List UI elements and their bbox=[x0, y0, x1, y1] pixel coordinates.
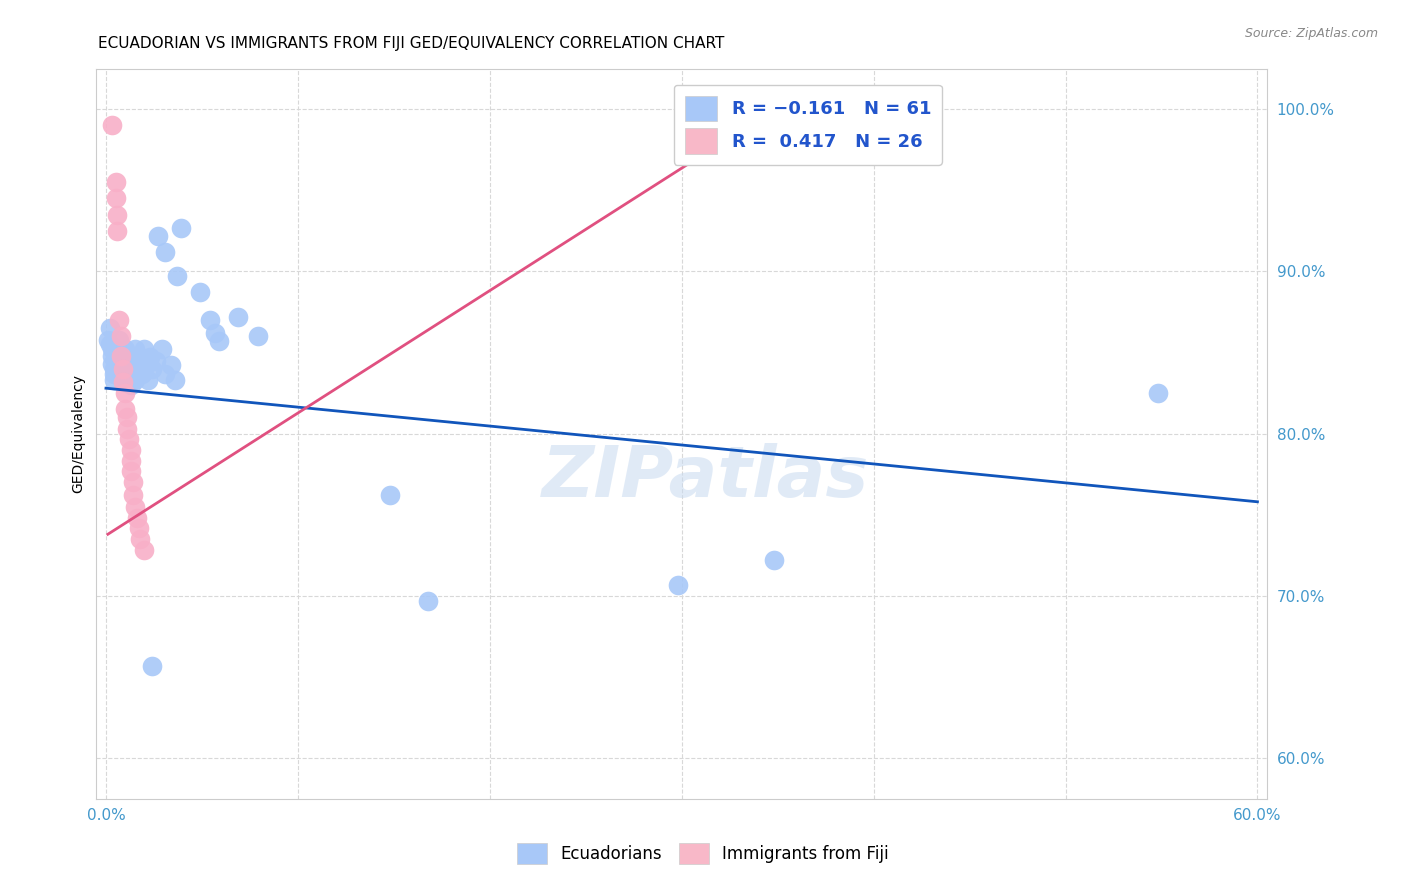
Point bbox=[121, 353, 143, 368]
Point bbox=[155, 244, 177, 259]
Point bbox=[107, 343, 129, 357]
Text: ECUADORIAN VS IMMIGRANTS FROM FIJI GED/EQUIVALENCY CORRELATION CHART: ECUADORIAN VS IMMIGRANTS FROM FIJI GED/E… bbox=[98, 36, 725, 51]
Point bbox=[228, 310, 250, 324]
Point bbox=[246, 329, 269, 343]
Point bbox=[124, 373, 146, 387]
Point bbox=[146, 228, 169, 243]
Point bbox=[103, 367, 125, 381]
Point bbox=[188, 285, 211, 300]
Point bbox=[103, 361, 125, 376]
Point bbox=[107, 361, 129, 376]
Point bbox=[115, 410, 138, 425]
Point bbox=[118, 359, 141, 373]
Point bbox=[118, 367, 141, 381]
Point bbox=[120, 442, 142, 457]
Point bbox=[112, 361, 135, 376]
Point bbox=[155, 367, 177, 381]
Point bbox=[112, 353, 135, 368]
Point bbox=[128, 521, 150, 535]
Point bbox=[128, 361, 150, 376]
Point bbox=[104, 357, 127, 371]
Point bbox=[108, 333, 131, 347]
Point bbox=[166, 269, 188, 284]
Point bbox=[114, 402, 136, 417]
Point bbox=[108, 313, 131, 327]
Point bbox=[100, 357, 122, 371]
Point bbox=[160, 359, 183, 373]
Point bbox=[114, 386, 136, 401]
Point bbox=[120, 454, 142, 468]
Point bbox=[98, 337, 121, 351]
Point bbox=[120, 378, 142, 392]
Point bbox=[145, 353, 167, 368]
Point bbox=[115, 351, 138, 365]
Point bbox=[100, 118, 122, 132]
Point bbox=[114, 373, 136, 387]
Point bbox=[110, 357, 132, 371]
Point bbox=[129, 532, 152, 546]
Point bbox=[198, 313, 221, 327]
Text: Source: ZipAtlas.com: Source: ZipAtlas.com bbox=[1244, 27, 1378, 40]
Point bbox=[121, 361, 143, 376]
Point bbox=[100, 343, 122, 357]
Point bbox=[107, 353, 129, 368]
Point bbox=[170, 220, 193, 235]
Point bbox=[104, 191, 127, 205]
Point bbox=[128, 351, 150, 365]
Point bbox=[131, 367, 153, 381]
Point bbox=[124, 343, 146, 357]
Point bbox=[125, 511, 148, 525]
Point bbox=[118, 432, 141, 446]
Point bbox=[104, 367, 127, 381]
Point bbox=[110, 349, 132, 363]
Point bbox=[107, 224, 129, 238]
Point bbox=[114, 343, 136, 357]
Point bbox=[378, 488, 401, 502]
Point bbox=[115, 422, 138, 436]
Point bbox=[124, 500, 146, 514]
Point bbox=[112, 375, 135, 389]
Point bbox=[104, 349, 127, 363]
Point bbox=[121, 475, 143, 490]
Point bbox=[139, 351, 162, 365]
Y-axis label: GED/Equivalency: GED/Equivalency bbox=[72, 374, 86, 493]
Point bbox=[135, 359, 157, 373]
Point bbox=[1146, 386, 1168, 401]
Point bbox=[98, 321, 121, 335]
Point bbox=[129, 353, 152, 368]
Point bbox=[666, 577, 689, 591]
Point bbox=[107, 208, 129, 222]
Text: ZIPatlas: ZIPatlas bbox=[541, 443, 869, 512]
Point bbox=[100, 349, 122, 363]
Point bbox=[104, 175, 127, 189]
Point bbox=[120, 464, 142, 478]
Point bbox=[208, 334, 231, 348]
Legend: Ecuadorians, Immigrants from Fiji: Ecuadorians, Immigrants from Fiji bbox=[510, 837, 896, 871]
Point bbox=[121, 488, 143, 502]
Point bbox=[134, 343, 156, 357]
Point bbox=[112, 361, 135, 376]
Point bbox=[141, 658, 163, 673]
Point bbox=[204, 326, 226, 340]
Point bbox=[134, 543, 156, 558]
Point bbox=[110, 329, 132, 343]
Legend: R = −0.161   N = 61, R =  0.417   N = 26: R = −0.161 N = 61, R = 0.417 N = 26 bbox=[673, 85, 942, 165]
Point bbox=[163, 373, 186, 387]
Point bbox=[141, 361, 163, 376]
Point bbox=[150, 343, 173, 357]
Point bbox=[418, 594, 440, 608]
Point bbox=[136, 373, 159, 387]
Point bbox=[97, 333, 120, 347]
Point bbox=[738, 118, 761, 132]
Point bbox=[762, 553, 785, 567]
Point bbox=[103, 373, 125, 387]
Point bbox=[108, 345, 131, 359]
Point bbox=[110, 367, 132, 381]
